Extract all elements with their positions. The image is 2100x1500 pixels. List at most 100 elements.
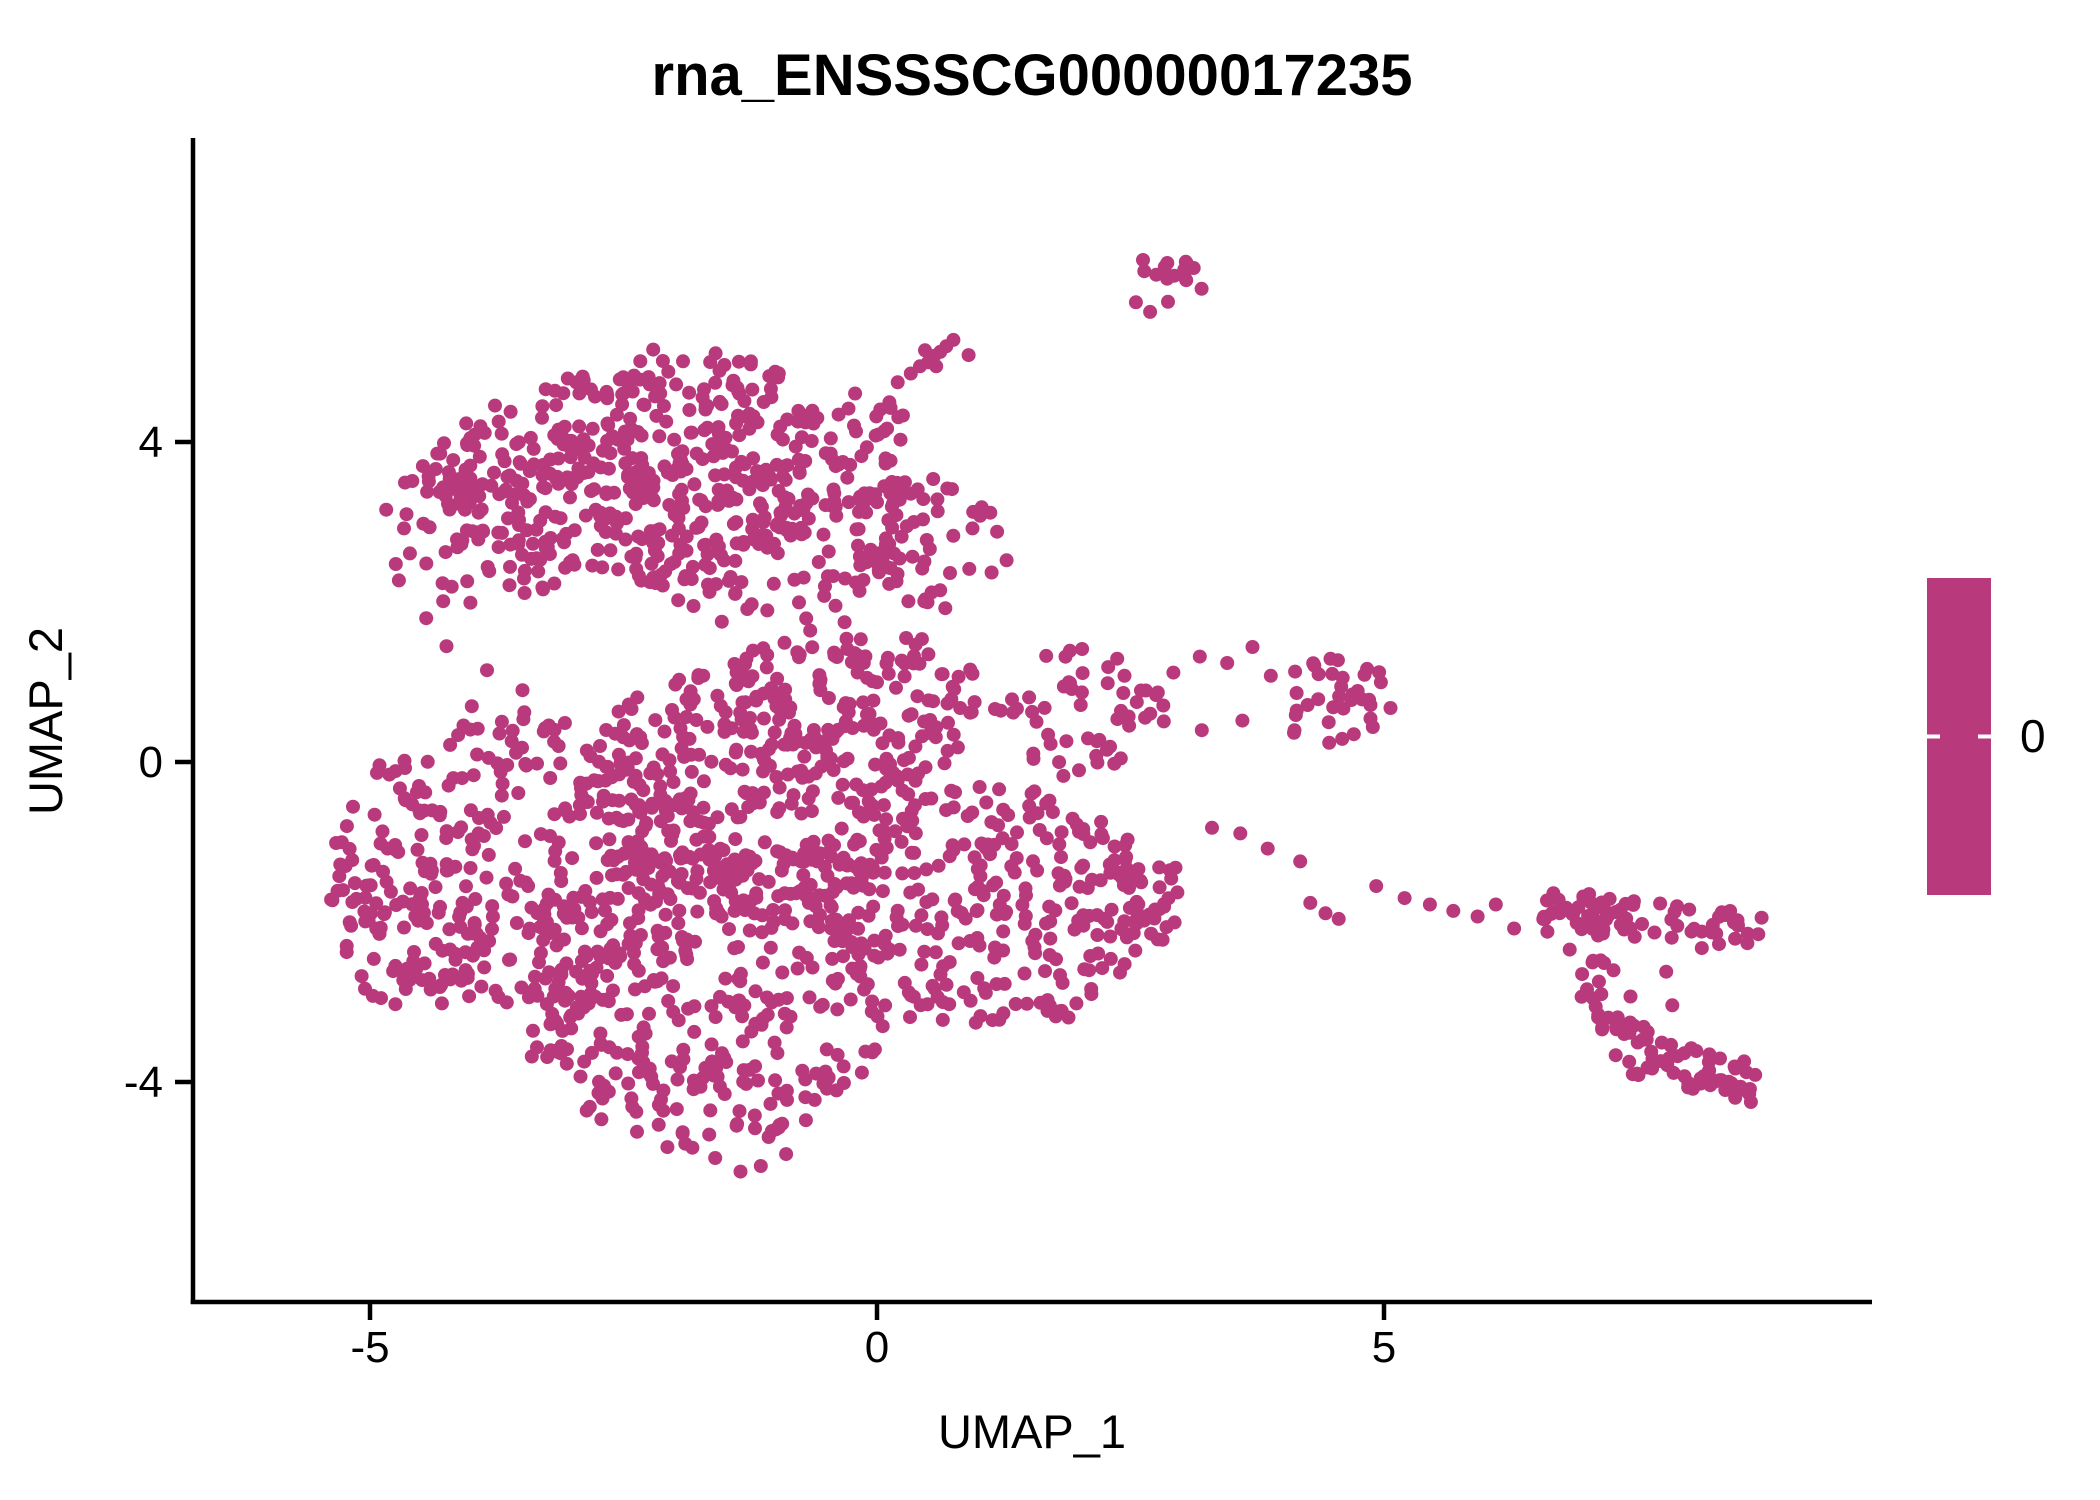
- cell-point: [1064, 896, 1079, 911]
- cell-point: [836, 1076, 851, 1090]
- cell-point: [826, 763, 841, 777]
- cell-point: [687, 999, 702, 1014]
- cell-point: [1091, 946, 1106, 961]
- cell-point: [652, 429, 667, 444]
- cell-point: [836, 754, 851, 769]
- cell-point: [712, 363, 727, 378]
- cell-point: [1022, 810, 1037, 825]
- cell-point: [1015, 897, 1030, 912]
- cell-point: [609, 850, 624, 865]
- cell-point: [803, 877, 818, 892]
- cell-point: [625, 384, 640, 399]
- cell-point: [988, 940, 1002, 955]
- cell-point: [500, 469, 515, 484]
- cell-point: [485, 909, 500, 924]
- cell-point: [377, 905, 392, 920]
- cell-point: [676, 729, 691, 744]
- cell-point: [388, 557, 403, 571]
- cell-point: [554, 962, 569, 977]
- cell-point: [777, 635, 792, 650]
- cell-point: [701, 843, 716, 857]
- cell-point: [878, 531, 893, 546]
- cell-point: [696, 774, 711, 789]
- cell-point: [611, 562, 626, 577]
- cell-point: [388, 958, 403, 973]
- cell-point: [636, 872, 651, 887]
- cell-point: [645, 491, 660, 506]
- cell-point: [821, 833, 836, 848]
- cell-point: [763, 381, 778, 396]
- cell-point: [1591, 928, 1605, 943]
- cell-point: [615, 397, 630, 412]
- cell-point: [879, 812, 894, 827]
- cell-point: [572, 419, 587, 434]
- cell-point: [866, 693, 881, 708]
- cell-point: [710, 544, 725, 559]
- cell-point: [825, 951, 840, 966]
- cell-point: [748, 1121, 762, 1136]
- cell-point: [1131, 862, 1146, 877]
- cell-point: [889, 508, 904, 523]
- cell-point: [918, 760, 933, 775]
- cell-point: [1303, 895, 1318, 910]
- cell-point: [1157, 899, 1172, 914]
- cell-point: [936, 959, 951, 974]
- cell-point: [543, 829, 557, 843]
- cell-point: [467, 838, 481, 853]
- plot-title: rna_ENSSSCG00000017235: [652, 43, 1413, 108]
- cell-point: [807, 1092, 822, 1107]
- cell-point: [1006, 705, 1021, 720]
- cell-point: [584, 976, 599, 991]
- cell-point: [463, 803, 478, 818]
- cell-point: [600, 416, 615, 431]
- cell-point: [799, 496, 814, 511]
- cell-point: [1100, 914, 1115, 929]
- cell-point: [471, 505, 486, 520]
- cell-point: [433, 899, 447, 914]
- cell-point: [1074, 685, 1089, 700]
- cell-point: [1665, 998, 1680, 1013]
- cell-point: [1350, 684, 1365, 698]
- cell-point: [1363, 711, 1378, 726]
- cell-point: [658, 907, 673, 922]
- cell-point: [926, 472, 941, 486]
- cell-point: [1653, 1054, 1668, 1069]
- cell-point: [485, 899, 500, 914]
- cell-point: [729, 416, 744, 431]
- cell-point: [709, 901, 724, 916]
- cell-point: [723, 570, 738, 584]
- cell-point: [731, 354, 746, 369]
- cell-point: [934, 910, 949, 925]
- cell-point: [1143, 706, 1158, 721]
- cell-point: [1022, 798, 1037, 813]
- cell-point: [714, 397, 729, 412]
- cell-point: [797, 525, 812, 540]
- cell-point: [503, 559, 517, 574]
- cell-point: [1663, 1038, 1678, 1053]
- cell-point: [594, 1037, 609, 1052]
- cell-point: [723, 761, 738, 776]
- cell-point: [759, 660, 774, 675]
- cell-point: [839, 631, 854, 646]
- cell-point: [460, 966, 475, 981]
- cell-point: [698, 499, 713, 514]
- cell-point: [948, 785, 962, 800]
- cell-point: [684, 572, 699, 587]
- cell-point: [418, 785, 433, 800]
- cell-point: [771, 366, 786, 381]
- cell-point: [448, 952, 463, 967]
- cell-point: [770, 805, 785, 820]
- cell-point: [1092, 732, 1107, 747]
- cell-point: [505, 723, 520, 738]
- cell-point: [491, 540, 506, 555]
- cell-point: [631, 1029, 646, 1044]
- cell-point: [978, 985, 993, 1000]
- cell-point: [868, 757, 883, 772]
- cell-point: [538, 923, 553, 938]
- cell-point: [1159, 920, 1174, 935]
- cell-point: [621, 697, 636, 712]
- cell-point: [813, 846, 828, 861]
- cell-point: [768, 1073, 783, 1088]
- y-tick-label-4: 4: [139, 418, 163, 467]
- cell-point: [621, 881, 636, 895]
